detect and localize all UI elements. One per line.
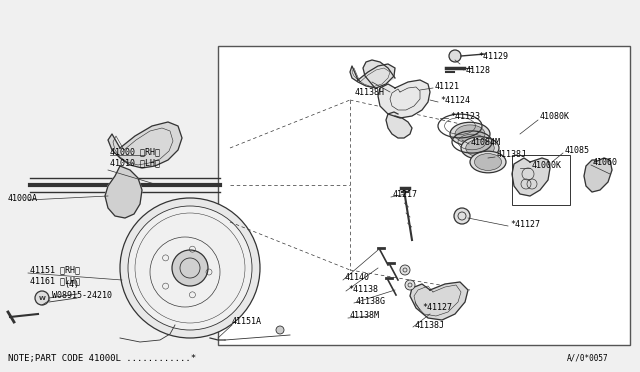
Text: 41138J: 41138J — [497, 150, 527, 158]
Text: 41138H: 41138H — [355, 87, 385, 96]
Text: *41123: *41123 — [450, 112, 480, 121]
Ellipse shape — [470, 151, 506, 173]
Ellipse shape — [461, 137, 499, 159]
Polygon shape — [108, 122, 182, 168]
Text: NOTE;PART CODE 41000L ............*: NOTE;PART CODE 41000L ............* — [8, 353, 196, 362]
Text: W08915-24210: W08915-24210 — [52, 292, 112, 301]
Text: 41060: 41060 — [593, 157, 618, 167]
Circle shape — [120, 198, 260, 338]
Polygon shape — [410, 282, 468, 320]
Ellipse shape — [455, 125, 485, 143]
Text: *41124: *41124 — [440, 96, 470, 105]
Text: 41085: 41085 — [565, 145, 590, 154]
Polygon shape — [584, 158, 612, 192]
Circle shape — [35, 291, 49, 305]
Text: 41084M: 41084M — [471, 138, 501, 147]
Circle shape — [172, 250, 208, 286]
Polygon shape — [363, 60, 395, 88]
Text: 41121: 41121 — [435, 81, 460, 90]
Polygon shape — [378, 80, 430, 118]
Ellipse shape — [474, 154, 502, 170]
Ellipse shape — [450, 122, 490, 146]
Text: W: W — [38, 295, 45, 301]
Ellipse shape — [466, 139, 494, 157]
Text: 41138M: 41138M — [350, 311, 380, 321]
Text: 41000K: 41000K — [532, 160, 562, 170]
Circle shape — [128, 206, 252, 330]
Text: *41127: *41127 — [422, 304, 452, 312]
Text: 41000 〈RH〉: 41000 〈RH〉 — [110, 148, 160, 157]
Text: 41151A: 41151A — [232, 317, 262, 327]
Text: *41127: *41127 — [510, 219, 540, 228]
Circle shape — [454, 208, 470, 224]
Text: 41217: 41217 — [393, 189, 418, 199]
Text: 41151 〈RH〉: 41151 〈RH〉 — [30, 266, 80, 275]
Circle shape — [276, 326, 284, 334]
Text: 41000A: 41000A — [8, 193, 38, 202]
Text: (4): (4) — [64, 280, 79, 289]
Text: *41129: *41129 — [478, 51, 508, 61]
Text: A//0*0057: A//0*0057 — [567, 353, 609, 362]
Text: 41138G: 41138G — [356, 298, 386, 307]
Circle shape — [405, 280, 415, 290]
Polygon shape — [350, 64, 395, 88]
Text: 41010 〈LH〉: 41010 〈LH〉 — [110, 158, 160, 167]
Circle shape — [449, 50, 461, 62]
Circle shape — [400, 265, 410, 275]
Polygon shape — [386, 112, 412, 138]
Text: 41140: 41140 — [345, 273, 370, 282]
Text: 41161 〈LH〉: 41161 〈LH〉 — [30, 276, 80, 285]
Text: 41080K: 41080K — [540, 112, 570, 121]
Text: 41128: 41128 — [466, 65, 491, 74]
Polygon shape — [105, 166, 142, 218]
Bar — [218, 46, 630, 345]
Bar — [512, 155, 570, 205]
Polygon shape — [512, 158, 550, 196]
Text: 41138J: 41138J — [415, 321, 445, 330]
Text: *41138: *41138 — [348, 285, 378, 295]
